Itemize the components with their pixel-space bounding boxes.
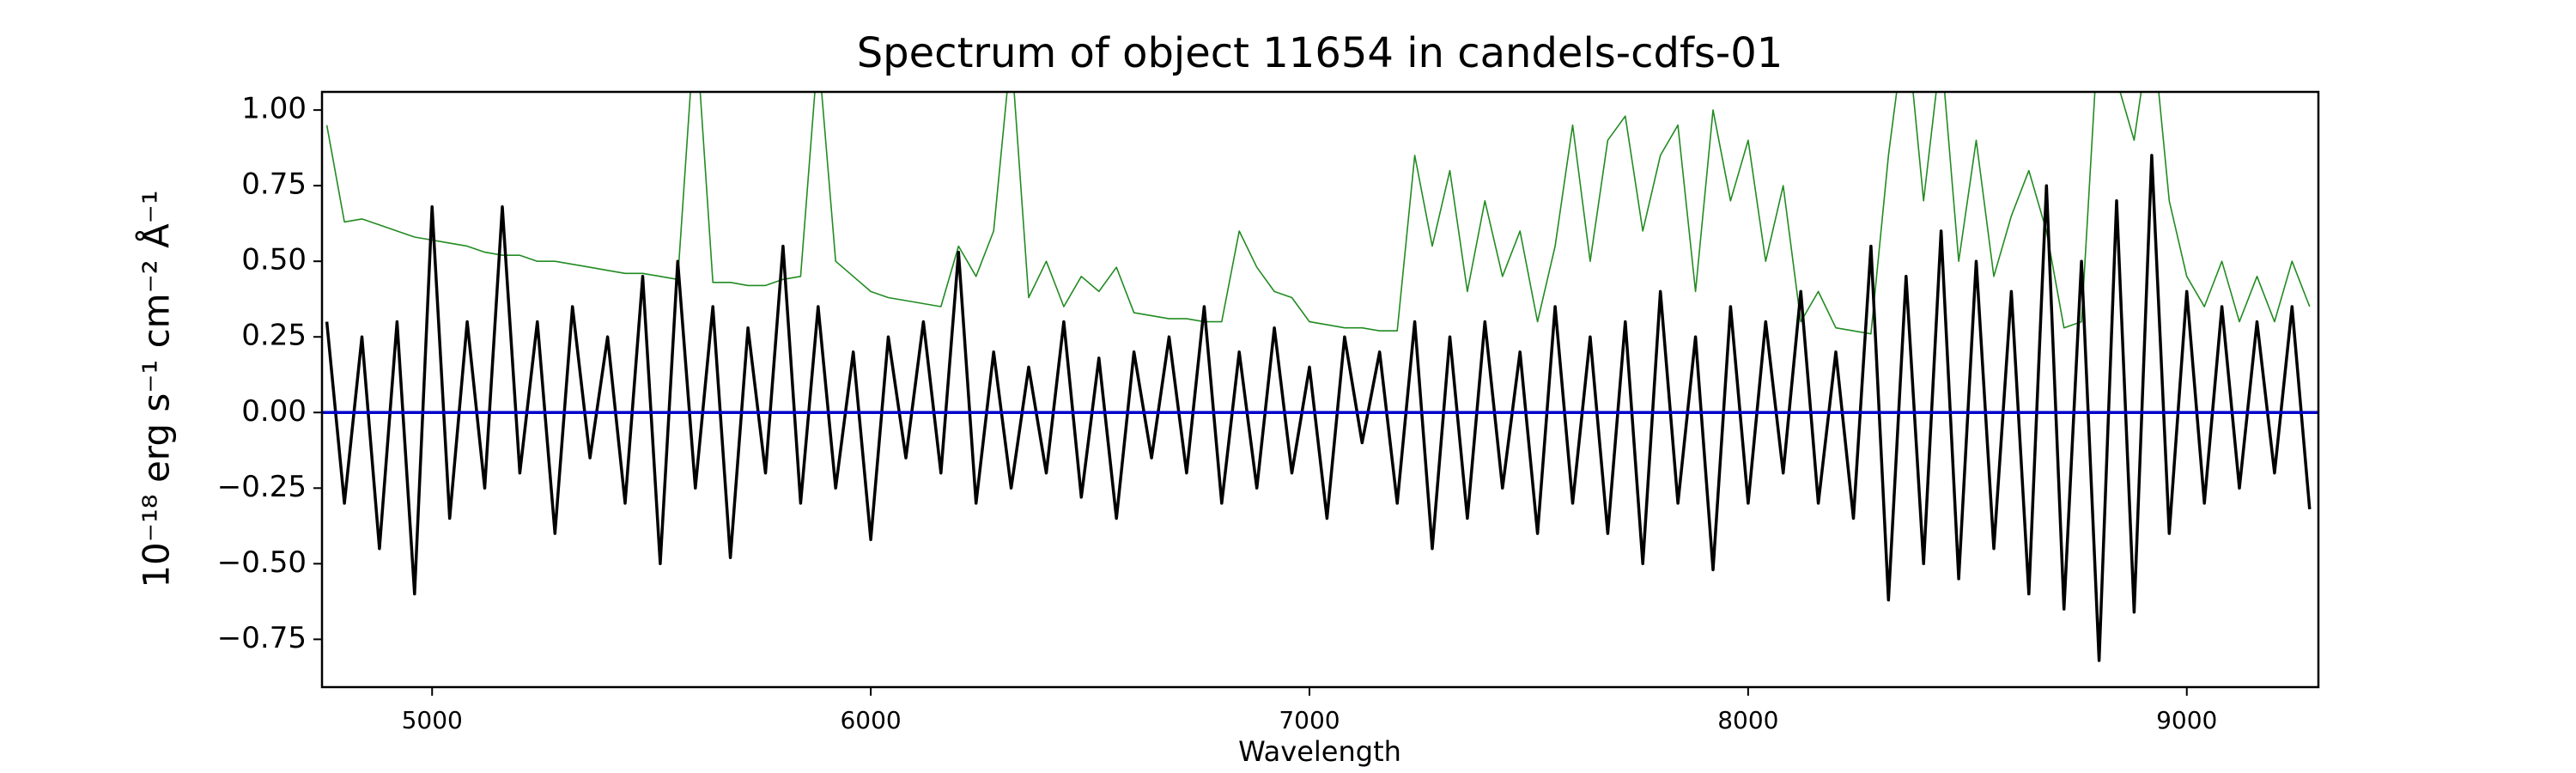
y-tick-label: 0.00 (241, 394, 307, 429)
x-tick-label: 8000 (1717, 706, 1778, 734)
line-series (325, 154, 2312, 662)
plot-frame (320, 90, 2320, 689)
y-tick-label: 1.00 (241, 92, 307, 126)
y-tick-label: 0.50 (241, 243, 307, 277)
x-tick-label: 5000 (402, 706, 463, 734)
y-tick-label: 0.25 (241, 319, 307, 353)
chart-title: Spectrum of object 11654 in candels-cdfs… (857, 29, 1783, 77)
x-axis-label: Wavelength (1238, 735, 1401, 768)
y-tick-label: 0.75 (241, 167, 307, 202)
x-tick-label: 7000 (1279, 706, 1340, 734)
y-tick-label: −0.25 (217, 470, 307, 504)
y-tick-label: −0.75 (217, 621, 307, 655)
x-tick-label: 9000 (2156, 706, 2217, 734)
y-tick-label: −0.50 (217, 545, 307, 580)
line-series (325, 92, 2311, 335)
x-tick-label: 6000 (840, 706, 901, 734)
y-axis-label: 10⁻¹⁸ erg s⁻¹ cm⁻² Å⁻¹ (135, 190, 178, 587)
